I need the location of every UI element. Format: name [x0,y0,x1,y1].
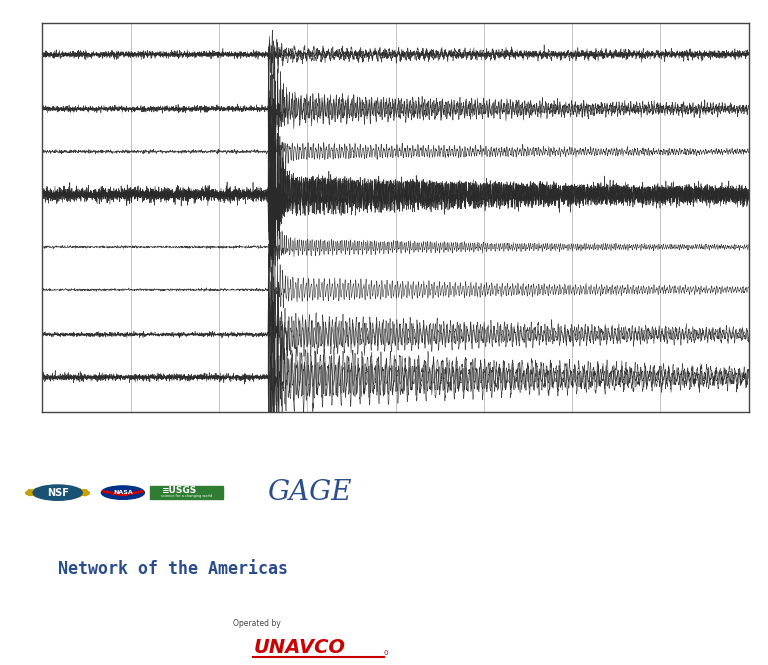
Text: science for a changing world: science for a changing world [161,493,212,497]
Text: NSF: NSF [47,487,68,497]
Text: Operated by: Operated by [233,618,281,628]
Circle shape [101,486,144,499]
Text: NASA: NASA [113,490,133,495]
Text: Network of the Americas: Network of the Americas [58,560,287,579]
Text: ₀: ₀ [384,647,389,657]
Circle shape [33,485,82,500]
Text: ≡USGS: ≡USGS [161,486,197,495]
Text: GAGE: GAGE [267,479,352,506]
Text: UNAVCO: UNAVCO [253,638,346,656]
FancyBboxPatch shape [150,486,223,499]
